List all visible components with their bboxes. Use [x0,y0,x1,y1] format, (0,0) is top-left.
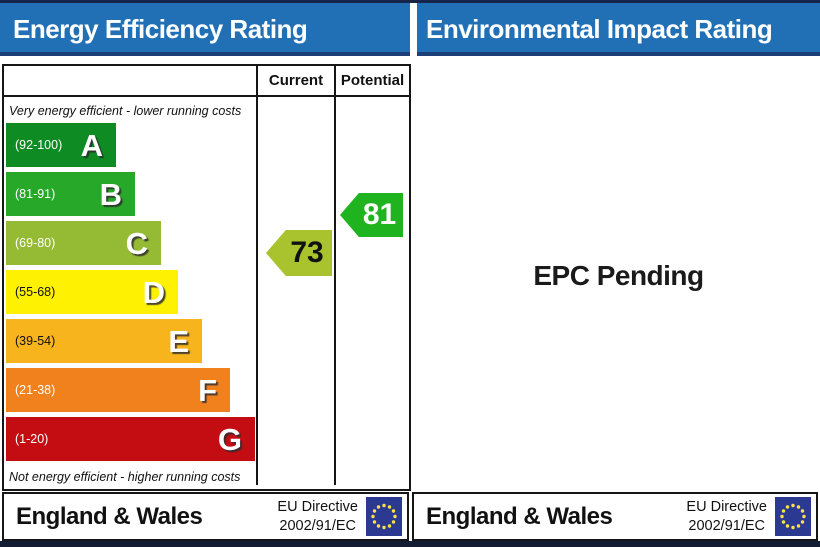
potential-rating-arrow: 81 [340,193,403,237]
current-rating-arrow: 73 [266,230,332,276]
potential-rating-value: 81 [362,198,397,231]
column-divider-2 [334,97,336,485]
band-b-letter: B [99,176,122,212]
impact-footer-directive: EU Directive 2002/91/EC [686,498,767,534]
header-spacer-cell [4,66,258,95]
bottom-trim-line [0,541,820,547]
eu-flag-icon [366,497,402,536]
directive-line2: 2002/91/EC [688,517,765,534]
band-a: (92-100) A [6,123,116,167]
energy-footer-region: England & Wales [16,502,203,530]
energy-footer: England & Wales EU Directive 2002/91/EC [2,492,409,541]
energy-footer-directive: EU Directive 2002/91/EC [277,498,358,534]
energy-rating-table: Current Potential Very energy efficient … [2,64,411,491]
band-b-range: (81-91) [15,187,56,201]
band-c-letter: C [125,225,148,261]
band-g-letter: G [217,421,242,457]
band-e: (39-54) E [6,319,202,363]
band-e-letter: E [168,323,189,359]
current-column-header: Current [258,66,336,95]
band-e-range: (39-54) [15,334,56,348]
band-c-range: (69-80) [15,236,56,250]
top-trim-line [0,0,820,3]
directive-line1: EU Directive [277,499,358,516]
band-g: (1-20) G [6,417,255,461]
current-rating-value: 73 [290,236,324,269]
energy-table-header: Current Potential [4,66,409,97]
band-a-range: (92-100) [15,138,63,152]
potential-column-header: Potential [340,72,405,89]
impact-rating-title: Environmental Impact Rating [426,14,773,44]
impact-rating-title-bar: Environmental Impact Rating [417,3,820,56]
band-a-letter: A [80,127,103,163]
band-d-letter: D [142,274,165,310]
band-g-range: (1-20) [15,432,49,446]
band-f: (21-38) F [6,368,230,412]
impact-pending-area: EPC Pending [417,60,820,492]
energy-table-body: Very energy efficient - lower running co… [4,97,409,485]
band-d: (55-68) D [6,270,178,314]
eu-flag-icon [775,497,811,536]
band-c: (69-80) C [6,221,161,265]
energy-rating-title-bar: Energy Efficiency Rating [0,3,410,56]
column-divider-1 [256,97,258,485]
impact-footer-region: England & Wales [426,502,613,530]
band-b: (81-91) B [6,172,135,216]
efficient-caption: Very energy efficient - lower running co… [9,104,242,118]
directive-line1: EU Directive [686,499,767,516]
inefficient-caption: Not energy efficient - higher running co… [9,470,241,484]
band-f-letter: F [198,372,217,408]
directive-line2: 2002/91/EC [279,517,356,534]
band-d-range: (55-68) [15,285,56,299]
band-f-range: (21-38) [15,383,56,397]
epc-pending-text: EPC Pending [533,260,704,291]
energy-rating-title: Energy Efficiency Rating [13,14,308,44]
impact-footer: England & Wales EU Directive 2002/91/EC [412,492,818,541]
